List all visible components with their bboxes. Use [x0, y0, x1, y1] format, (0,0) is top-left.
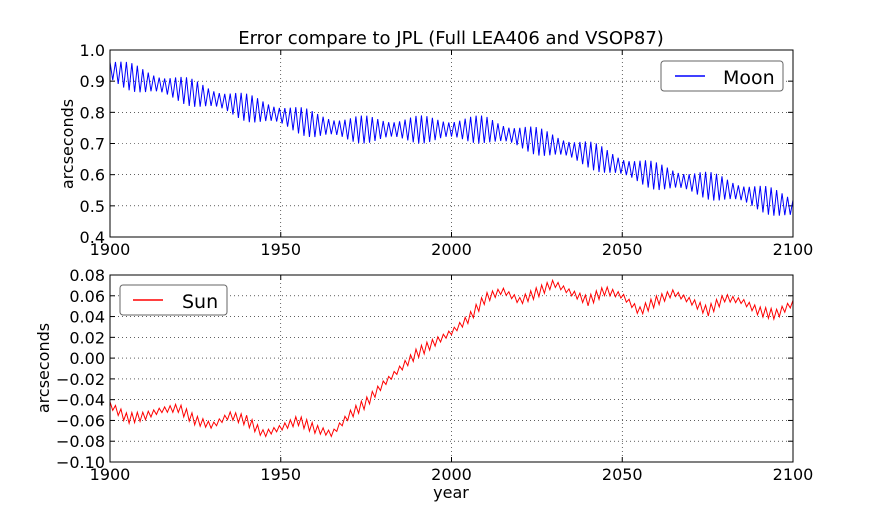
- sun-series: [109, 278, 794, 438]
- y-tick-label: 0.02: [69, 328, 105, 347]
- moon-series: [109, 61, 794, 216]
- y-tick-label: 0.00: [69, 349, 105, 368]
- sun-ylabel: arcseconds: [34, 323, 53, 413]
- moon-axes-frame: [109, 49, 794, 238]
- y-tick-label: 0.6: [80, 166, 105, 185]
- sun-axes-frame: [109, 274, 794, 463]
- series-line-moon: [109, 61, 794, 216]
- sun-xlabel: year: [433, 483, 469, 502]
- y-tick-label: −0.08: [56, 432, 105, 451]
- y-tick-label: 0.5: [80, 197, 105, 216]
- moon-panel: 1900 1950 2000 2050 2100 0.4 0.5 0.6 0.7 0.8 0.9 1.…: [58, 41, 813, 259]
- y-tick-label: 0.08: [69, 266, 105, 285]
- x-tick-label: 2000: [431, 465, 472, 484]
- sun-legend: Sun: [119, 284, 228, 316]
- y-tick-label: 0.04: [69, 308, 105, 327]
- x-tick-label: 2050: [602, 465, 643, 484]
- sun-panel: 1900 1950 2000 2050 2100 −0.10 −0.08 −0.06−0.04…: [34, 266, 813, 502]
- sun-legend-box: [119, 284, 228, 316]
- sun-legend-label: Sun: [182, 291, 218, 313]
- x-tick-label: 1950: [260, 465, 301, 484]
- x-tick-label: 2000: [431, 240, 472, 259]
- x-tick-label: 1900: [90, 465, 131, 484]
- sun-ticks: 1900 1950 2000 2050 2100 −0.10 −0.08 −0.06−0.04…: [56, 266, 813, 484]
- moon-ylabel: arcseconds: [58, 99, 77, 189]
- y-tick-label: 0.4: [80, 228, 105, 247]
- x-tick-label: 2100: [773, 465, 814, 484]
- y-tick-label: 0.8: [80, 103, 105, 122]
- x-tick-label: 1950: [260, 240, 301, 259]
- y-tick-label: −0.06: [56, 411, 105, 430]
- y-tick-label: 0.9: [80, 72, 105, 91]
- figure-title: Error compare to JPL (Full LEA406 and VS…: [238, 28, 664, 49]
- moon-legend: Moon: [660, 60, 784, 92]
- y-tick-label: −0.04: [56, 391, 105, 410]
- y-tick-label: 0.7: [80, 135, 105, 154]
- x-tick-label: 2050: [602, 240, 643, 259]
- moon-legend-label: Moon: [723, 67, 775, 89]
- x-tick-label: 2100: [773, 240, 814, 259]
- y-tick-label: 0.06: [69, 287, 105, 306]
- x-tick-label: 1900: [90, 240, 131, 259]
- moon-ticks: 1900 1950 2000 2050 2100 0.4 0.5 0.6 0.7 0.8 0.9 1.…: [80, 41, 814, 259]
- y-tick-label: −0.10: [56, 453, 105, 472]
- series-line-sun: [109, 278, 794, 438]
- y-tick-label: 1.0: [80, 41, 105, 60]
- y-tick-label: −0.02: [56, 370, 105, 389]
- moon-legend-box: [660, 60, 784, 92]
